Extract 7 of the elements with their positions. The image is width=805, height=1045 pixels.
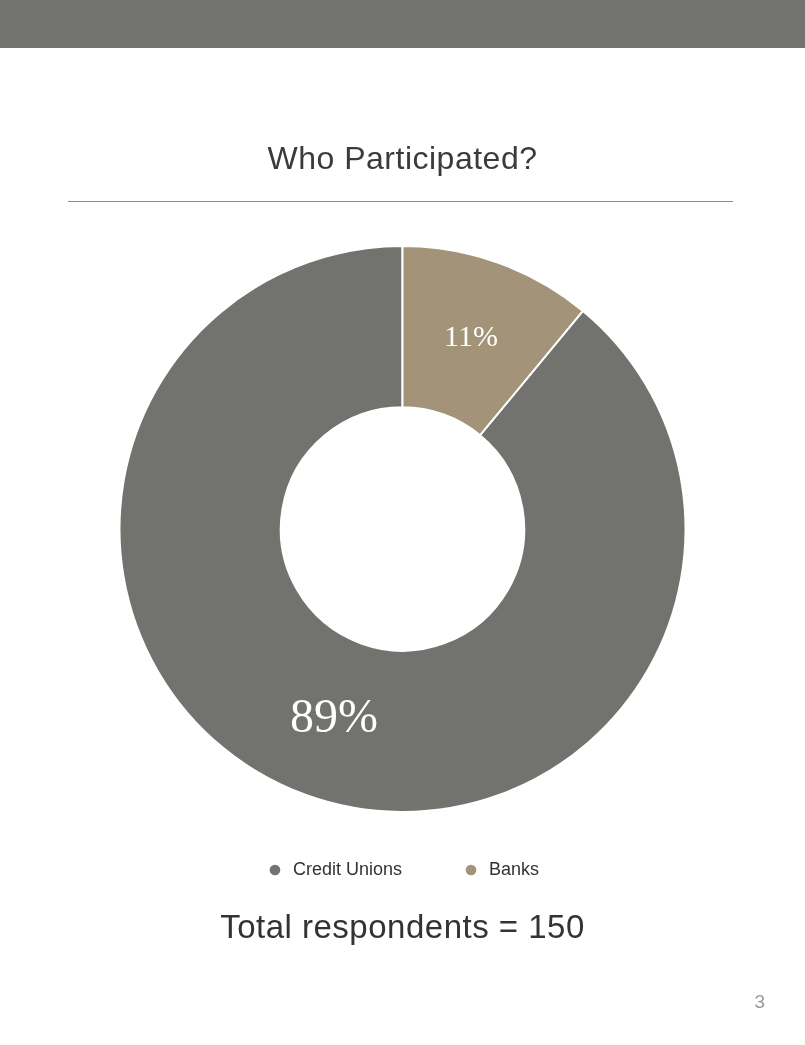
text: 3 xyxy=(754,990,765,1014)
text: Total respondents = 150 xyxy=(219,907,586,947)
legend-label: Banks xyxy=(489,858,540,879)
legend-label: Credit Unions xyxy=(292,858,403,879)
data-label: 89% xyxy=(289,688,378,742)
data-label: 11% xyxy=(444,319,498,353)
chart-title: Who Participated? xyxy=(266,139,539,177)
